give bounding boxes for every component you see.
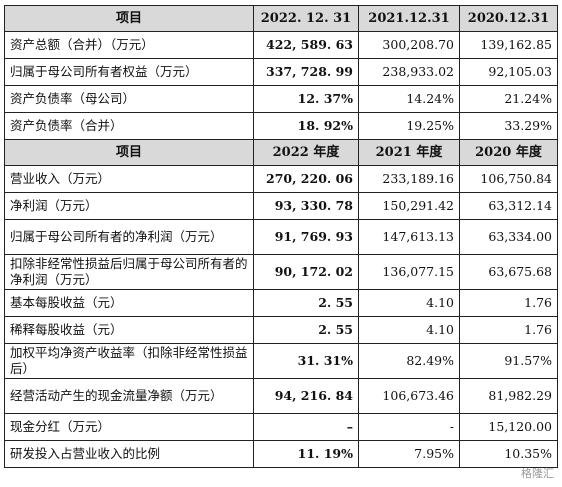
table-row: 归属于母公司所有者的净利润（万元） 91, 769. 93 147,613.13 63… <box>4 219 558 255</box>
table-row: 加权平均净资产收益率（扣除非经常性损益后） 31. 31% 82.49% 91.57% <box>4 343 558 379</box>
table-row: 净利润（万元） 93, 330. 78 150,291.42 63,312.14 <box>4 192 558 220</box>
value-cell: 136,077.15 <box>358 254 460 290</box>
value-cell: 82.49% <box>358 343 460 379</box>
value-cell: 2. 55 <box>253 289 359 317</box>
row-label: 经营活动产生的现金流量净额（万元） <box>4 378 254 414</box>
row-label: 资产负债率（合并） <box>4 112 254 140</box>
row-label: 归属于母公司所有者权益（万元） <box>4 58 254 86</box>
column-header-period: 2022 年度 <box>253 139 359 166</box>
column-header-period: 2020.12.31 <box>459 5 558 32</box>
value-cell: 90, 172. 02 <box>253 254 359 290</box>
watermark: 格隆汇 <box>521 467 554 480</box>
table-row: 基本每股收益（元） 2. 55 4.10 1.76 <box>4 289 558 317</box>
value-cell: 1.76 <box>459 289 558 317</box>
value-cell: 4.10 <box>358 289 460 317</box>
value-cell: - <box>358 413 460 441</box>
value-cell: 233,189.16 <box>358 165 460 193</box>
column-header-item: 项目 <box>4 5 254 32</box>
value-cell: 12. 37% <box>253 85 359 113</box>
row-label: 研发投入占营业收入的比例 <box>4 440 254 468</box>
value-cell: 150,291.42 <box>358 192 460 220</box>
value-cell: 18. 92% <box>253 112 359 140</box>
value-cell: 238,933.02 <box>358 58 460 86</box>
value-cell: 91.57% <box>459 343 558 379</box>
table-row: 营业收入（万元） 270, 220. 06 233,189.16 106,750.84 <box>4 165 558 193</box>
value-cell: 19.25% <box>358 112 460 140</box>
row-label: 净利润（万元） <box>4 192 254 220</box>
column-header-period: 2021 年度 <box>358 139 460 166</box>
value-cell: 15,120.00 <box>459 413 558 441</box>
table-row: 资产负债率（合并） 18. 92% 19.25% 33.29% <box>4 112 558 140</box>
value-cell: 63,312.14 <box>459 192 558 220</box>
value-cell: 11. 19% <box>253 440 359 468</box>
table-row: 稀释每股收益（元） 2. 55 4.10 1.76 <box>4 316 558 344</box>
value-cell: 21.24% <box>459 85 558 113</box>
column-header-period: 2022. 12. 31 <box>253 5 359 32</box>
value-cell: 106,673.46 <box>358 378 460 414</box>
value-cell: 270, 220. 06 <box>253 165 359 193</box>
income-header-row: 项目 2022 年度 2021 年度 2020 年度 <box>4 139 558 166</box>
value-cell: – <box>253 413 359 441</box>
value-cell: 93, 330. 78 <box>253 192 359 220</box>
value-cell: 7.95% <box>358 440 460 468</box>
value-cell: 147,613.13 <box>358 219 460 255</box>
table-row: 经营活动产生的现金流量净额（万元） 94, 216. 84 106,673.46 81… <box>4 378 558 414</box>
row-label: 营业收入（万元） <box>4 165 254 193</box>
value-cell: 63,334.00 <box>459 219 558 255</box>
value-cell: 92,105.03 <box>459 58 558 86</box>
value-cell: 106,750.84 <box>459 165 558 193</box>
row-label: 稀释每股收益（元） <box>4 316 254 344</box>
table-row: 扣除非经常性损益后归属于母公司所有者的净利润（万元） 90, 172. 02 136… <box>4 254 558 290</box>
value-cell: 31. 31% <box>253 343 359 379</box>
balance-header-row: 项目 2022. 12. 31 2021.12.31 2020.12.31 <box>4 5 558 32</box>
row-label: 扣除非经常性损益后归属于母公司所有者的净利润（万元） <box>4 254 254 290</box>
value-cell: 81,982.29 <box>459 378 558 414</box>
value-cell: 139,162.85 <box>459 31 558 59</box>
row-label: 现金分红（万元） <box>4 413 254 441</box>
value-cell: 1.76 <box>459 316 558 344</box>
column-header-period: 2020 年度 <box>459 139 558 166</box>
table-row: 归属于母公司所有者权益（万元） 337, 728. 99 238,933.02 92,… <box>4 58 558 86</box>
financial-table: 项目 2022. 12. 31 2021.12.31 2020.12.31 资产总额（合… <box>4 5 558 468</box>
value-cell: 91, 769. 93 <box>253 219 359 255</box>
value-cell: 14.24% <box>358 85 460 113</box>
row-label: 资产负债率（母公司） <box>4 85 254 113</box>
value-cell: 300,208.70 <box>358 31 460 59</box>
value-cell: 337, 728. 99 <box>253 58 359 86</box>
table-row: 资产负债率（母公司） 12. 37% 14.24% 21.24% <box>4 85 558 113</box>
row-label: 加权平均净资产收益率（扣除非经常性损益后） <box>4 343 254 379</box>
value-cell: 94, 216. 84 <box>253 378 359 414</box>
value-cell: 2. 55 <box>253 316 359 344</box>
value-cell: 4.10 <box>358 316 460 344</box>
value-cell: 10.35% <box>459 440 558 468</box>
value-cell: 33.29% <box>459 112 558 140</box>
table-row: 现金分红（万元） – -15,120.00 <box>4 413 558 441</box>
column-header-period: 2021.12.31 <box>358 5 460 32</box>
value-cell: 63,675.68 <box>459 254 558 290</box>
row-label: 资产总额（合并）（万元） <box>4 31 254 59</box>
column-header-item: 项目 <box>4 139 254 166</box>
table-row: 研发投入占营业收入的比例 11. 19% 7.95% 10.35% <box>4 440 558 468</box>
table-row: 资产总额（合并）（万元） 422, 589. 63 300,208.70 139,16… <box>4 31 558 59</box>
row-label: 基本每股收益（元） <box>4 289 254 317</box>
row-label: 归属于母公司所有者的净利润（万元） <box>4 219 254 255</box>
value-cell: 422, 589. 63 <box>253 31 359 59</box>
